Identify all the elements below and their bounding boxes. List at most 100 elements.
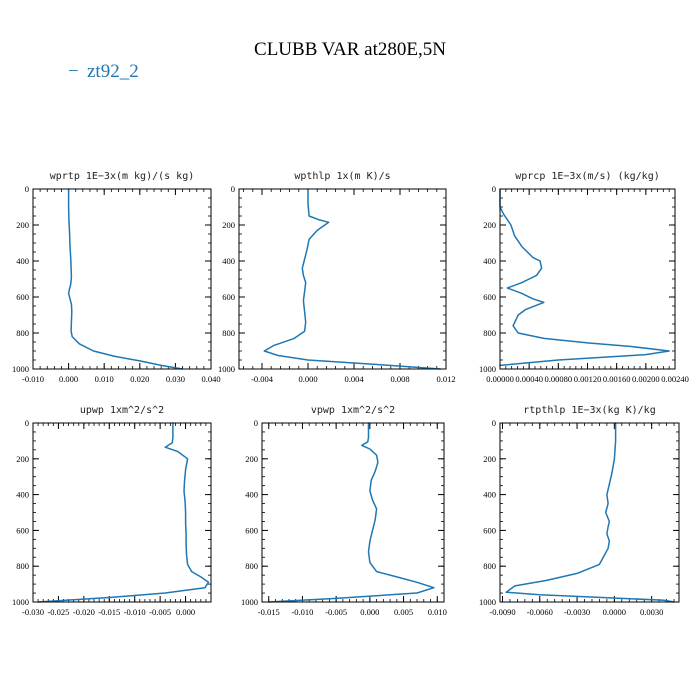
series-line [37,422,210,603]
y-tick-label: 600 [483,525,496,535]
figure-legend: − zt92_2 [68,61,139,82]
x-tick-label: -0.0090 [489,607,515,617]
y-tick-label: 400 [16,490,29,500]
y-tick-label: 400 [483,256,496,266]
y-tick-label: 400 [483,490,496,500]
series-line [267,422,435,603]
subplots-group: wprtp 1E−3x(m kg)/(s kg) 0 200 400 600 800 100… [12,171,689,617]
plot-frame [499,188,676,370]
subplot-title: vpwp 1xm^2/s^2 [311,405,395,416]
x-tick-label: 0.00160 [603,374,631,384]
subplot-title: wpthlp 1x(m K)/s [294,171,390,182]
y-tick-label: 0 [492,418,496,428]
y-tick-label: 200 [222,220,235,230]
y-tick-label: 600 [245,525,258,535]
x-tick-label: -0.005 [149,607,171,617]
x-tick-label: 0.00240 [661,374,689,384]
subplot-title: upwp 1xm^2/s^2 [80,405,164,416]
y-tick-label: 0 [231,184,235,194]
y-tick-label: 200 [16,454,29,464]
x-tick-label: -0.004 [251,374,274,384]
x-tick-label: -0.010 [22,374,44,384]
y-tick-label: 200 [483,220,496,230]
series-line [505,422,675,603]
subplot-2: wpthlp 1x(m K)/s 0 200 400 600 800 1000 -0.004 0… [218,171,456,384]
x-tick-label: -0.005 [325,607,347,617]
y-tick-label: 0 [25,418,29,428]
y-tick-label: 600 [16,525,29,535]
y-tick-label: 800 [16,328,29,338]
x-tick-label: 0.010 [428,607,447,617]
y-tick-label: 600 [483,292,496,302]
subplot-5: vpwp 1xm^2/s^2 0 200 400 600 800 1000-0.015 -0.… [241,405,447,617]
x-tick-label: 0.00040 [515,374,543,384]
x-tick-label: 0.012 [436,374,455,384]
x-tick-label: 0.000 [360,607,379,617]
subplot-3: wprcp 1E−3x(m/s) (kg/kg) 0 200 400 600 800 100… [479,171,689,384]
figure-title: CLUBB VAR at280E,5N [254,39,446,60]
legend-label: zt92_2 [87,61,139,82]
x-tick-label: 0.030 [166,374,185,384]
plot-frame [32,422,212,603]
series-line [499,188,670,367]
y-tick-label: 200 [245,454,258,464]
x-tick-label: 0.004 [344,374,364,384]
x-tick-label: 0.040 [201,374,220,384]
plot-frame [499,422,680,603]
x-tick-label: 0.005 [394,607,413,617]
y-tick-label: 1000 [12,364,29,374]
x-tick-label: -0.020 [73,607,95,617]
y-tick-label: 600 [16,292,29,302]
y-tick-label: 200 [16,220,29,230]
plot-frame [32,188,212,370]
x-tick-label: -0.015 [258,607,280,617]
x-tick-label: 0.000 [59,374,78,384]
y-tick-label: 1000 [479,364,496,374]
y-tick-label: 800 [16,561,29,571]
y-tick-label: 400 [16,256,29,266]
y-tick-label: 800 [245,561,258,571]
x-tick-label: 0.020 [130,374,149,384]
y-tick-label: 800 [483,328,496,338]
y-tick-label: 400 [222,256,235,266]
y-tick-label: 200 [483,454,496,464]
legend-marker: − [68,61,79,82]
x-tick-label: -0.025 [47,607,69,617]
y-tick-label: 0 [492,184,496,194]
x-tick-label: 0.000 [298,374,317,384]
y-tick-label: 0 [254,418,258,428]
plot-frame [238,188,447,370]
y-tick-label: 600 [222,292,235,302]
x-tick-label: -0.015 [98,607,120,617]
x-tick-label: -0.0060 [527,607,553,617]
y-tick-label: 1000 [241,597,258,607]
y-tick-label: 800 [483,561,496,571]
plot-frame [261,422,445,603]
series-line [263,188,442,370]
x-tick-label: -0.010 [124,607,146,617]
x-tick-label: 0.0030 [640,607,663,617]
subplot-title: rtpthlp 1E−3x(kg K)/kg [523,405,655,416]
y-tick-label: 1000 [12,597,29,607]
y-tick-label: 800 [222,328,235,338]
x-tick-label: 0.00080 [545,374,573,384]
x-tick-label: 0.0000 [603,607,626,617]
subplot-6: rtpthlp 1E−3x(kg K)/kg02004006008001000-… [479,405,680,617]
y-tick-label: 1000 [218,364,235,374]
subplot-title: wprtp 1E−3x(m kg)/(s kg) [50,171,195,182]
x-tick-label: 0.00000 [486,374,514,384]
subplot-1: wprtp 1E−3x(m kg)/(s kg) 0 200 400 600 800 100… [12,171,221,384]
x-tick-label: 0.010 [95,374,114,384]
x-tick-label: -0.030 [22,607,44,617]
y-tick-label: 400 [245,490,258,500]
x-tick-label: 0.00120 [574,374,602,384]
x-tick-label: 0.00200 [632,374,660,384]
x-tick-label: 0.008 [390,374,409,384]
y-tick-label: 1000 [479,597,496,607]
x-tick-label: -0.010 [291,607,313,617]
x-tick-label: 0.000 [176,607,195,617]
x-tick-label: -0.0030 [564,607,590,617]
y-tick-label: 0 [25,184,29,194]
